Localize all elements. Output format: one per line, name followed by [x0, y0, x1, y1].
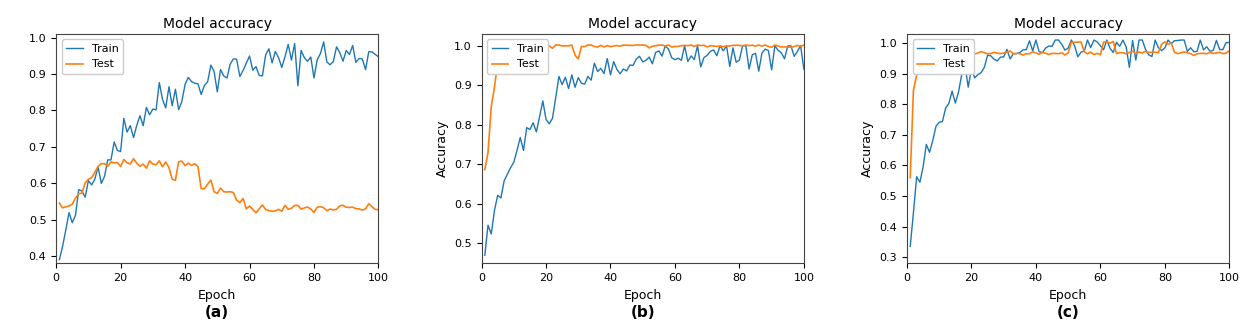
Test: [963, 52, 978, 56]
X-axis label: Epoch: Epoch: [198, 288, 236, 302]
Text: (b): (b): [630, 305, 655, 320]
Test: [542, 44, 557, 48]
Train: [1222, 41, 1237, 45]
Train: [316, 40, 331, 44]
Test: [1093, 53, 1108, 57]
Train: [126, 136, 141, 140]
Test: [977, 51, 992, 55]
Legend: Train, Test: Train, Test: [61, 39, 124, 74]
Train: [670, 56, 685, 60]
Train: [242, 54, 257, 58]
Train: [977, 66, 992, 69]
Test: [645, 44, 660, 48]
Test: [532, 43, 547, 47]
Train: [963, 67, 978, 70]
Train: [1199, 45, 1214, 49]
Train: [1028, 38, 1043, 42]
Train: [1096, 48, 1111, 52]
Test: [352, 207, 367, 211]
Line: Test: Test: [484, 45, 804, 170]
Train: [358, 68, 373, 72]
Legend: Train, Test: Train, Test: [487, 39, 548, 74]
Train: [658, 44, 673, 48]
X-axis label: Epoch: Epoch: [1050, 288, 1087, 302]
Title: Model accuracy: Model accuracy: [162, 17, 272, 31]
Test: [1067, 40, 1082, 44]
Train: [784, 44, 799, 48]
Test: [1199, 52, 1214, 56]
Test: [361, 202, 376, 206]
Test: [1209, 51, 1224, 55]
Legend: Train, Test: Train, Test: [912, 39, 973, 74]
Y-axis label: Accuracy: Accuracy: [861, 120, 874, 177]
Train: [1209, 38, 1224, 42]
Test: [902, 176, 917, 180]
Train: [641, 55, 656, 59]
Train: [552, 75, 567, 78]
Test: [670, 45, 685, 48]
Test: [248, 211, 263, 215]
Train: [902, 245, 917, 248]
Line: Train: Train: [60, 42, 378, 260]
Test: [246, 207, 261, 211]
Train: [796, 67, 811, 71]
X-axis label: Epoch: Epoch: [624, 288, 661, 302]
Test: [52, 201, 67, 205]
Test: [130, 161, 145, 165]
Title: Model accuracy: Model accuracy: [1013, 17, 1123, 31]
Line: Train: Train: [910, 40, 1229, 246]
Line: Train: Train: [484, 46, 804, 255]
Line: Test: Test: [910, 41, 1229, 178]
Train: [371, 55, 386, 59]
Test: [554, 44, 569, 48]
Test: [371, 208, 386, 212]
Test: [114, 164, 129, 168]
Test: [1222, 49, 1237, 53]
Test: [220, 190, 235, 194]
Train: [539, 118, 554, 121]
Train: [774, 51, 789, 55]
Test: [1106, 39, 1121, 43]
Test: [774, 45, 789, 49]
Train: [52, 258, 67, 262]
Title: Model accuracy: Model accuracy: [588, 17, 698, 31]
Train: [477, 254, 492, 257]
Train: [216, 74, 231, 78]
Y-axis label: Accuracy: Accuracy: [436, 120, 448, 177]
Train: [114, 150, 129, 153]
Test: [126, 157, 141, 161]
Test: [784, 45, 799, 49]
Text: (a): (a): [205, 305, 230, 320]
Text: (c): (c): [1057, 305, 1080, 320]
Train: [1071, 55, 1086, 59]
Train: [348, 60, 363, 64]
Test: [477, 168, 492, 172]
Test: [796, 43, 811, 47]
Line: Test: Test: [60, 159, 378, 213]
